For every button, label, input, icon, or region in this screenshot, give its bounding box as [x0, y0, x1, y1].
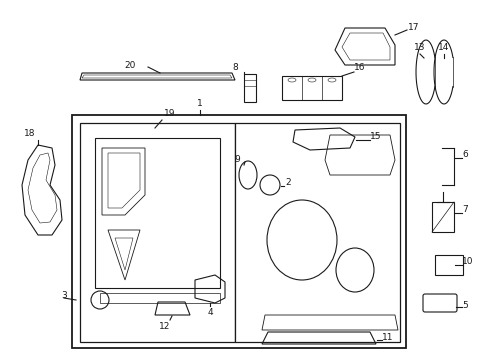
- Text: 10: 10: [461, 257, 472, 266]
- Text: 17: 17: [407, 23, 419, 32]
- Text: 1: 1: [197, 99, 203, 108]
- Bar: [434, 255, 462, 275]
- Text: 15: 15: [369, 132, 381, 141]
- Text: 4: 4: [207, 308, 212, 317]
- Text: 9: 9: [234, 156, 240, 165]
- Bar: [244, 74, 256, 102]
- Text: 19: 19: [164, 109, 175, 118]
- Text: 18: 18: [24, 129, 36, 138]
- Bar: [282, 76, 341, 100]
- Text: 13: 13: [413, 43, 425, 52]
- Text: 14: 14: [437, 43, 449, 52]
- Text: 20: 20: [124, 60, 135, 69]
- Text: 2: 2: [285, 179, 290, 188]
- Text: 11: 11: [381, 333, 393, 342]
- Text: 3: 3: [61, 291, 67, 300]
- Bar: [72, 115, 405, 348]
- Text: 16: 16: [353, 63, 365, 72]
- Polygon shape: [80, 123, 235, 342]
- Text: 5: 5: [461, 301, 467, 310]
- Text: 7: 7: [461, 206, 467, 215]
- Text: 12: 12: [159, 322, 170, 331]
- Text: 6: 6: [461, 150, 467, 159]
- Bar: [100, 293, 220, 303]
- Polygon shape: [235, 123, 399, 342]
- Text: 8: 8: [232, 63, 237, 72]
